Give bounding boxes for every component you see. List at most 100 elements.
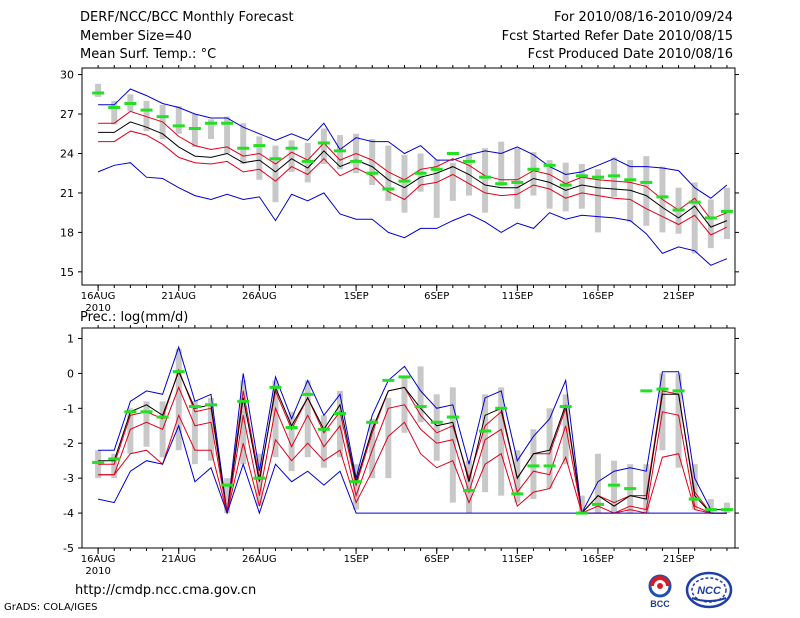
precipitation-obs-marker [253, 476, 266, 480]
source-url[interactable]: http://cmdp.ncc.cma.gov.cn [75, 583, 257, 598]
precipitation-obs-marker [317, 427, 330, 431]
precipitation-obs-marker [462, 488, 475, 492]
temperature-obs-marker [688, 200, 701, 204]
temperature-y-tick-label: 24 [60, 147, 74, 160]
precipitation-spread-bar [207, 397, 214, 461]
temperature-variable-label: Mean Surf. Temp.: °C [80, 47, 217, 62]
grads-credit: GrADS: COLA/IGES [4, 602, 98, 613]
precipitation-obs-marker [204, 403, 217, 407]
forecast-period-label: For 2010/08/16-2010/09/24 [554, 10, 733, 25]
precipitation-y-tick-label: -3 [63, 472, 74, 485]
temperature-spread-bar [433, 160, 440, 218]
precipitation-spread-bar [433, 394, 440, 461]
temperature-series-mean [98, 121, 728, 228]
temperature-obs-marker [92, 91, 105, 95]
precipitation-obs-marker [430, 420, 443, 424]
precipitation-variable-label: Prec.: log(mm/d) [80, 310, 189, 325]
chart-title: DERF/NCC/BCC Monthly Forecast [80, 10, 294, 25]
precipitation-y-tick-label: -4 [63, 507, 74, 520]
temperature-spread-bar [385, 145, 392, 201]
precipitation-obs-marker [188, 405, 201, 409]
temperature-x-tick-label: 6SEP [424, 291, 449, 302]
precipitation-spread-bar [272, 380, 279, 458]
bcc-logo-text: BCC [650, 599, 670, 609]
precipitation-spread-bar [111, 453, 118, 479]
temperature-obs-marker [269, 157, 282, 161]
temperature-y-tick-label: 21 [60, 187, 74, 200]
precipitation-obs-marker [527, 464, 540, 468]
precipitation-obs-marker [575, 511, 588, 515]
precipitation-x-tick-label: 11SEP [502, 554, 533, 565]
precipitation-year-label: 2010 [85, 566, 110, 577]
precipitation-spread-bar [240, 380, 247, 465]
temperature-obs-marker [333, 149, 346, 153]
temperature-obs-marker [575, 174, 588, 178]
precipitation-obs-marker [172, 370, 185, 374]
temperature-obs-marker [495, 182, 508, 186]
precipitation-spread-bar [562, 394, 569, 465]
precipitation-series-min [97, 424, 727, 515]
temperature-obs-marker [317, 141, 330, 145]
temperature-spread-bar [707, 199, 714, 249]
temperature-obs-marker [253, 144, 266, 148]
precipitation-obs-marker [495, 406, 508, 410]
temperature-obs-marker [704, 216, 717, 220]
temperature-obs-marker [188, 126, 201, 130]
temperature-obs-marker [624, 178, 637, 182]
temperature-obs-marker [237, 146, 250, 150]
bcc-logo: BCC [648, 574, 672, 609]
precipitation-series-upper [98, 368, 727, 515]
precipitation-obs-marker [608, 483, 621, 487]
precipitation-obs-marker [656, 387, 669, 391]
precipitation-spread-bar [143, 401, 150, 447]
precipitation-spread-bar [723, 502, 730, 514]
temperature-obs-marker [156, 115, 169, 119]
temperature-obs-marker [140, 108, 153, 112]
forecast-produced-label: Fcst Produced Date 2010/08/16 [527, 47, 733, 62]
precipitation-x-tick-label: 26AUG [242, 554, 277, 565]
precipitation-spread-bar [320, 415, 327, 468]
temperature-series-upper [98, 110, 728, 220]
temperature-spread-bar [95, 83, 102, 97]
ncc-logo: NCC [685, 571, 733, 609]
precipitation-y-tick-label: -1 [63, 402, 74, 415]
precipitation-spread-bar [127, 408, 134, 454]
precipitation-spread-bar [175, 348, 182, 451]
precipitation-spread-bar [449, 387, 456, 503]
ncc-logo-text: NCC [697, 585, 722, 597]
temperature-obs-marker [608, 174, 621, 178]
precipitation-obs-marker [704, 508, 717, 512]
precipitation-spread-bar [546, 408, 553, 489]
temperature-obs-marker [108, 105, 121, 109]
temperature-spread-bar [207, 119, 214, 140]
temperature-x-tick-label: 21AUG [161, 291, 196, 302]
precipitation-spread-bar [498, 387, 505, 496]
temperature-spread-bar [191, 114, 198, 147]
temperature-spread-bar [288, 140, 295, 172]
precipitation-y-tick-label: -5 [63, 542, 74, 555]
precipitation-spread-bar [191, 401, 198, 465]
temperature-spread-bar [498, 141, 505, 187]
temperature-series-max [98, 88, 728, 199]
precipitation-x-tick-label: 16AUG [81, 554, 116, 565]
precipitation-spread-bar [385, 397, 392, 479]
precipitation-obs-marker [382, 378, 395, 382]
precipitation-spread-bar [530, 429, 537, 500]
temperature-spread-bar [530, 152, 537, 196]
forecast-started-label: Fcst Started Refer Date 2010/08/15 [501, 29, 733, 44]
precipitation-obs-marker [350, 480, 363, 484]
precipitation-obs-marker [366, 420, 379, 424]
temperature-spread-bar [546, 160, 553, 209]
temperature-obs-marker [172, 124, 185, 128]
precipitation-obs-marker [543, 464, 556, 468]
temperature-frame [81, 67, 736, 286]
precipitation-spread-bar [643, 464, 650, 514]
precipitation-spread-bar [417, 366, 424, 423]
temperature-obs-marker [382, 187, 395, 191]
temperature-y-tick-label: 15 [60, 266, 74, 279]
temperature-obs-marker [414, 171, 427, 175]
precipitation-series-mean [98, 370, 727, 515]
precipitation-obs-marker [285, 426, 298, 430]
temperature-obs-marker [656, 195, 669, 199]
temperature-obs-marker [462, 159, 475, 163]
